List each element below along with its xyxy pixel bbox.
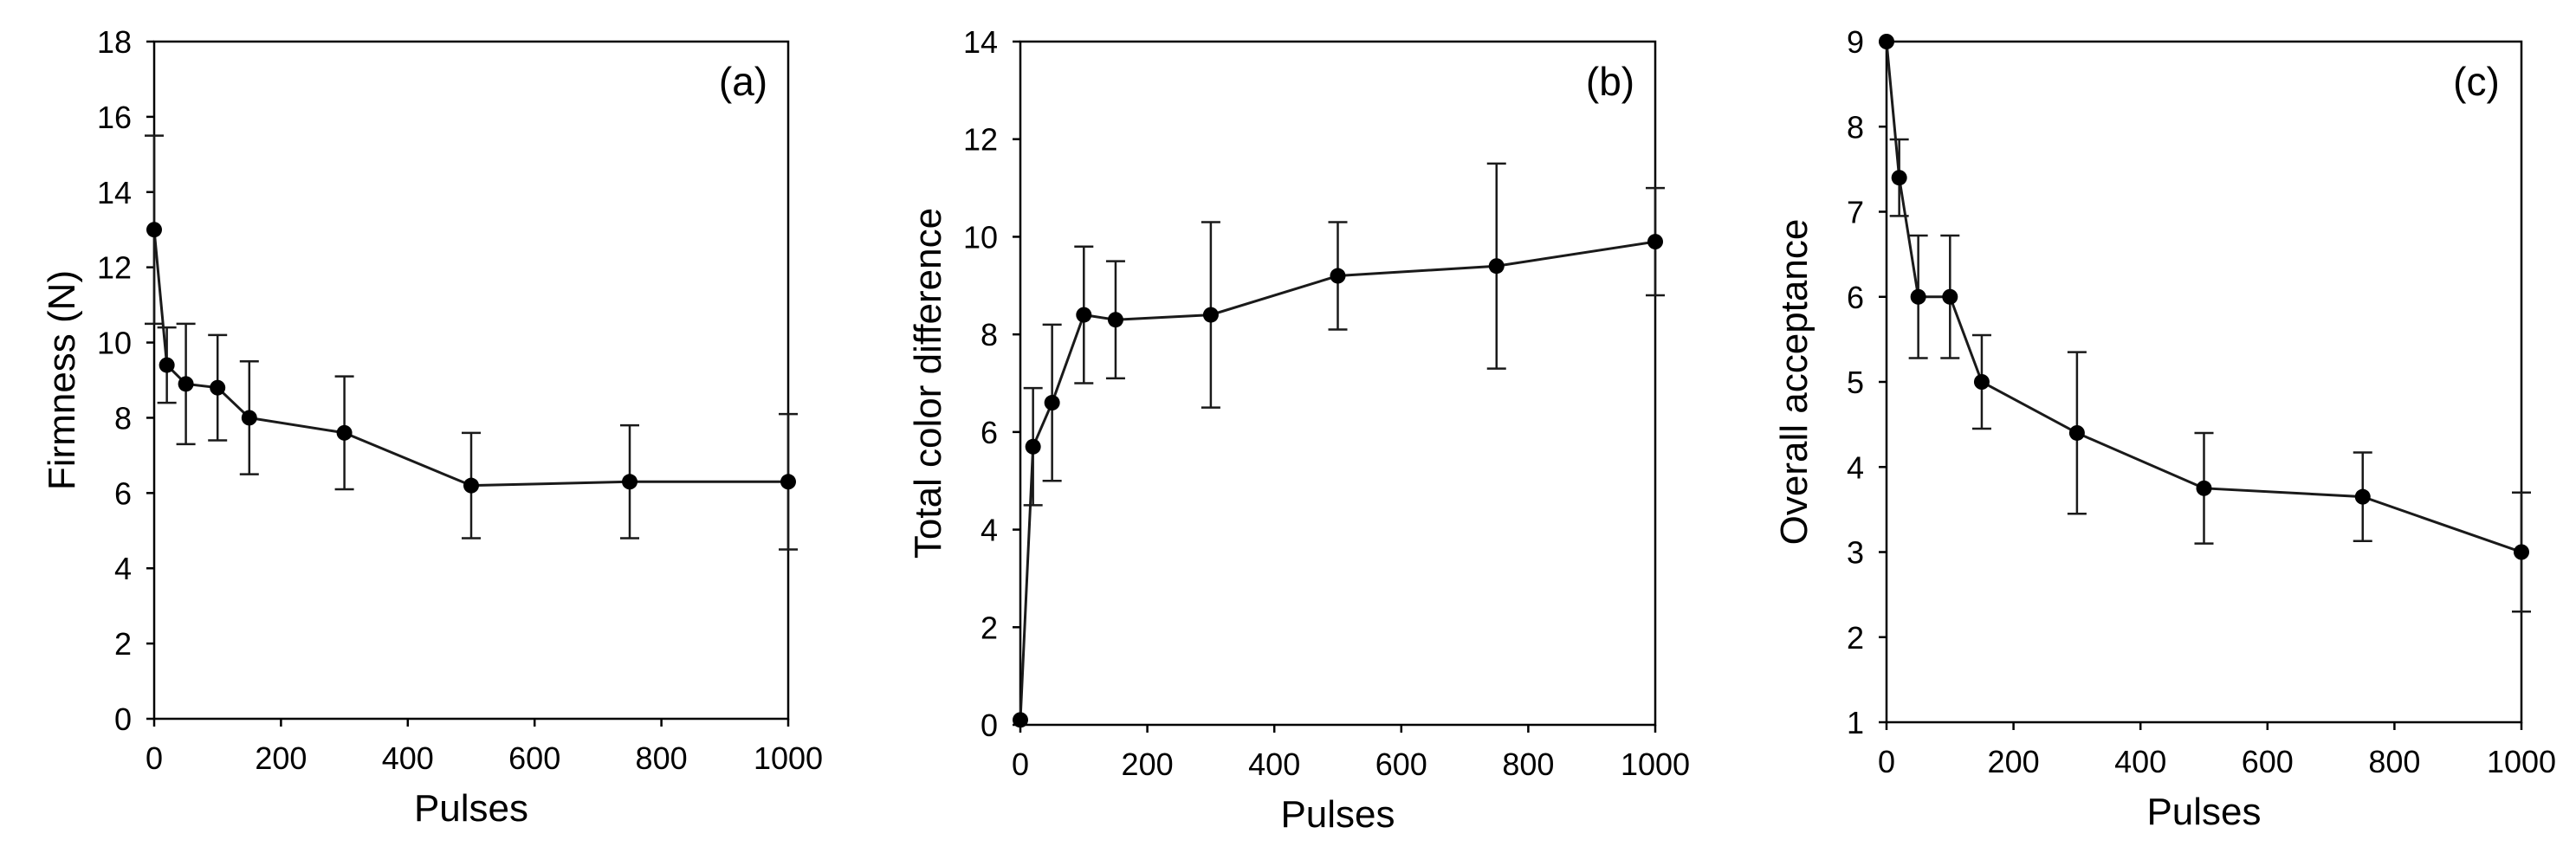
y-tick-label: 8 xyxy=(1847,109,1864,145)
data-point xyxy=(1076,307,1092,323)
data-point xyxy=(2196,480,2212,496)
data-point xyxy=(241,410,257,426)
data-point xyxy=(178,376,194,392)
y-tick-label: 2 xyxy=(114,626,132,662)
y-tick-label: 0 xyxy=(114,701,132,737)
x-tick-label: 400 xyxy=(1248,746,1300,782)
data-point xyxy=(1973,374,1990,390)
y-tick-label: 14 xyxy=(97,175,132,210)
data-point xyxy=(1025,438,1041,455)
y-tick-label: 8 xyxy=(981,317,998,352)
data-point xyxy=(210,379,226,396)
y-tick-label: 7 xyxy=(1847,195,1864,230)
y-tick-label: 2 xyxy=(1847,620,1864,656)
y-tick-label: 2 xyxy=(981,610,998,645)
y-tick-label: 6 xyxy=(981,415,998,450)
x-tick-label: 600 xyxy=(2242,744,2294,779)
chart-panel-a: 0 2 4 6 8 10 12 14 16 18 0 200 400 600 800 1000 Pulses Fi… xyxy=(41,24,823,830)
data-point xyxy=(1013,712,1028,728)
x-tick-label: 0 xyxy=(1012,746,1029,782)
data-point xyxy=(1202,307,1219,323)
panel-label: (c) xyxy=(2453,59,2500,104)
x-tick-label: 800 xyxy=(636,740,688,776)
x-axis-label: Pulses xyxy=(2146,791,2261,833)
plot-frame xyxy=(1019,40,1657,727)
x-tick-label: 600 xyxy=(1375,746,1427,782)
x-tick-label: 1000 xyxy=(1621,746,1690,782)
y-tick-label: 8 xyxy=(114,400,132,436)
y-axis-label: Total color difference xyxy=(907,208,949,559)
data-point xyxy=(622,474,638,490)
x-tick-label: 1000 xyxy=(2487,744,2556,779)
y-tick-label: 14 xyxy=(963,24,998,60)
y-tick-label: 6 xyxy=(114,475,132,511)
x-tick-label: 400 xyxy=(382,740,434,776)
y-tick-label: 10 xyxy=(963,219,998,255)
data-point xyxy=(1107,312,1123,328)
x-tick-label: 800 xyxy=(2368,744,2420,779)
x-tick-label: 600 xyxy=(508,740,560,776)
y-tick-label: 12 xyxy=(97,250,132,286)
x-tick-label: 1000 xyxy=(754,740,823,776)
data-point xyxy=(1879,34,1894,49)
y-tick-label: 1 xyxy=(1847,705,1864,740)
y-tick-label: 9 xyxy=(1847,24,1864,60)
data-point xyxy=(159,357,175,373)
x-tick-label: 200 xyxy=(1122,746,1174,782)
data-point xyxy=(1891,170,1907,186)
data-point xyxy=(1910,288,1926,305)
x-tick-label: 0 xyxy=(1878,744,1895,779)
x-tick-label: 0 xyxy=(146,740,163,776)
plot-frame xyxy=(152,40,790,721)
data-point xyxy=(463,477,479,494)
y-tick-label: 4 xyxy=(1847,449,1864,485)
x-tick-label: 400 xyxy=(2114,744,2166,779)
y-tick-label: 3 xyxy=(1847,535,1864,571)
x-tick-label: 800 xyxy=(1502,746,1554,782)
data-point xyxy=(1044,395,1060,411)
chart-panel-c: 1 2 3 4 5 6 7 8 9 0 200 400 600 800 1000 Pulses Overall … xyxy=(1773,24,2556,833)
x-axis-label: Pulses xyxy=(1280,793,1395,836)
data-point xyxy=(1488,258,1505,275)
data-point xyxy=(146,222,162,238)
data-point xyxy=(2354,488,2371,505)
y-tick-label: 5 xyxy=(1847,365,1864,400)
data-point xyxy=(1647,234,1663,250)
y-tick-label: 10 xyxy=(97,326,132,361)
data-point xyxy=(336,424,353,441)
y-tick-label: 16 xyxy=(97,100,132,135)
y-tick-label: 0 xyxy=(981,708,998,743)
y-axis-label: Overall acceptance xyxy=(1773,219,1815,546)
y-tick-label: 4 xyxy=(114,551,132,586)
x-axis-label: Pulses xyxy=(414,787,528,830)
data-point xyxy=(780,474,796,490)
panel-label: (b) xyxy=(1586,59,1634,104)
y-tick-label: 4 xyxy=(981,513,998,548)
y-tick-label: 12 xyxy=(963,122,998,158)
chart-panel-b: 0 2 4 6 8 10 12 14 0 200 400 600 800 1000 Pulses Total … xyxy=(907,24,1690,836)
y-tick-label: 18 xyxy=(97,24,132,60)
x-tick-label: 200 xyxy=(1988,744,2040,779)
y-axis-label: Firmness (N) xyxy=(41,270,83,490)
data-point xyxy=(1942,288,1958,305)
data-point xyxy=(1330,268,1346,284)
data-point xyxy=(2514,544,2529,560)
data-point xyxy=(2068,424,2085,441)
panel-label: (a) xyxy=(719,59,767,104)
x-tick-label: 200 xyxy=(255,740,307,776)
y-tick-label: 6 xyxy=(1847,280,1864,315)
